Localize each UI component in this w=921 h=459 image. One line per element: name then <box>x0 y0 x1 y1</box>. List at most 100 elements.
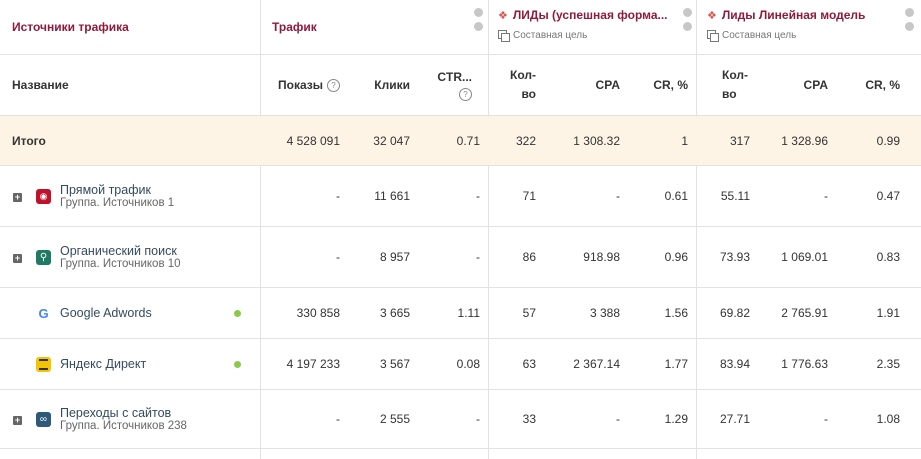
total-label: Итого <box>12 133 46 148</box>
table-row[interactable]: + ⚲ Органический поиск Группа. Источников 1… <box>0 227 921 288</box>
col-ctr[interactable]: CTR... ? <box>418 55 488 115</box>
cell-leads2-cr: 2.35 <box>876 357 900 371</box>
group-sources-title[interactable]: Источники трафика <box>12 20 129 34</box>
source-name[interactable]: Google Adwords <box>60 288 152 338</box>
cell-leads2-cpa: 2 765.91 <box>781 306 828 320</box>
cell-leads2-cpa: 1 776.63 <box>781 357 828 371</box>
col-ctr-label: CTR... <box>437 69 472 84</box>
source-subtitle: Группа. Источников 10 <box>60 258 181 270</box>
cell-leads1-cpa: 2 367.14 <box>573 357 620 371</box>
composite-goal-text: Составная цель <box>722 30 797 41</box>
source-name[interactable]: Переходы с сайтов Группа. Источников 238 <box>60 390 187 448</box>
expand-icon[interactable]: + <box>13 252 22 263</box>
group-leads2: ❖ Лиды Линейная модель Составная цель <box>707 8 907 42</box>
cell-clicks: 11 661 <box>374 189 410 203</box>
status-dot-icon <box>234 309 241 317</box>
cell-leads1-count: 86 <box>522 250 536 264</box>
table-row[interactable]: + ◉ Прямой трафик Группа. Источников 1 - 11 6… <box>0 166 921 227</box>
col-leads1-count[interactable]: Кол-во <box>488 55 544 115</box>
cell-ctr: 0.08 <box>456 357 480 371</box>
col-leads2-count[interactable]: Кол-во <box>696 55 758 115</box>
source-title[interactable]: Переходы с сайтов <box>60 406 172 420</box>
divider <box>260 0 261 459</box>
col-clicks[interactable]: Клики <box>374 78 410 92</box>
search-icon: ⚲ <box>36 249 51 265</box>
cell-leads1-count: 57 <box>522 306 536 320</box>
expand-icon[interactable]: + <box>13 414 22 425</box>
group-leads1: ❖ ЛИДы (успешная форма... Составная цель <box>498 8 688 42</box>
cell-leads2-cr: 1.08 <box>876 412 900 426</box>
cell-leads2-count: 69.82 <box>719 306 750 320</box>
source-name[interactable]: Прямой трафик Группа. Источников 1 <box>60 166 174 226</box>
table-row[interactable]: Яндекс Директ 4 197 233 3 567 0.08 63 2 367.1… <box>0 339 921 390</box>
cell-leads2-cr: 0.99 <box>876 133 900 148</box>
cell-leads2-count: 317 <box>729 133 750 148</box>
help-icon[interactable]: ? <box>327 78 340 92</box>
composite-goal-text: Составная цель <box>513 30 588 41</box>
source-name[interactable]: Органический поиск Группа. Источников 10 <box>60 227 181 287</box>
source-title[interactable]: Яндекс Директ <box>60 357 147 371</box>
cell-leads1-cpa: - <box>616 412 620 426</box>
close-icon[interactable] <box>683 22 692 31</box>
google-icon: G <box>36 305 51 321</box>
cell-leads1-count: 322 <box>515 133 536 148</box>
column-header-row: Название Показы ? Клики CTR... ? Кол-во … <box>0 55 921 116</box>
col-shows[interactable]: Показы ? <box>260 55 348 115</box>
col-name[interactable]: Название <box>12 78 69 92</box>
col-leads2-cr[interactable]: CR, % <box>865 78 900 92</box>
cell-clicks: 2 555 <box>379 412 410 426</box>
cell-leads2-cpa: 1 328.96 <box>781 133 828 148</box>
group-leads2-title[interactable]: Лиды Линейная модель <box>721 8 866 22</box>
settings-icon[interactable] <box>474 8 483 17</box>
table-row[interactable]: G Google Adwords 330 858 3 665 1.11 57 3 388 1.… <box>0 288 921 339</box>
cell-ctr: - <box>476 189 480 203</box>
direct-traffic-icon: ◉ <box>36 188 51 204</box>
cell-leads2-cpa: - <box>824 412 828 426</box>
cell-leads2-cr: 0.83 <box>876 250 900 264</box>
cell-ctr: 0.71 <box>456 133 480 148</box>
total-row: Итого 4 528 091 32 047 0.71 322 1 308.32 1 317… <box>0 116 921 166</box>
cell-clicks: 3 567 <box>379 357 410 371</box>
close-icon[interactable] <box>474 22 483 31</box>
cell-leads2-count: 27.71 <box>719 412 750 426</box>
col-leads2-cpa[interactable]: CPA <box>803 78 828 92</box>
col-leads1-cr[interactable]: CR, % <box>653 78 688 92</box>
goal-icon: ❖ <box>707 9 717 22</box>
cell-leads1-cr: 0.61 <box>664 189 688 203</box>
group-traffic-title[interactable]: Трафик <box>272 20 317 34</box>
cell-shows: - <box>336 189 340 203</box>
settings-icon[interactable] <box>683 8 692 17</box>
help-icon[interactable]: ? <box>459 87 472 101</box>
source-name[interactable]: Яндекс Директ <box>60 339 146 389</box>
group-leads1-title[interactable]: ЛИДы (успешная форма... <box>512 8 668 22</box>
cell-leads2-count: 83.94 <box>719 357 750 371</box>
cell-clicks: 32 047 <box>373 133 410 148</box>
settings-icon[interactable] <box>905 8 914 17</box>
cell-leads2-count: 73.93 <box>719 250 750 264</box>
status-dot-icon <box>234 360 241 368</box>
cell-leads1-cr: 0.96 <box>664 250 688 264</box>
close-icon[interactable] <box>905 22 914 31</box>
source-title[interactable]: Google Adwords <box>60 306 152 320</box>
table-row[interactable]: + ∞ Переходы с сайтов Группа. Источников 23… <box>0 390 921 449</box>
cell-leads1-cr: 1.56 <box>664 306 688 320</box>
col-leads1-cpa[interactable]: CPA <box>595 78 620 92</box>
cell-shows: - <box>336 250 340 264</box>
cell-leads1-count: 71 <box>522 189 536 203</box>
source-title[interactable]: Прямой трафик <box>60 183 151 197</box>
col-count-label: Кол-во <box>510 68 536 101</box>
link-icon: ∞ <box>36 411 51 427</box>
goal-icon: ❖ <box>498 9 508 22</box>
divider <box>488 0 489 459</box>
source-subtitle: Группа. Источников 238 <box>60 420 187 432</box>
source-subtitle: Группа. Источников 1 <box>60 197 175 209</box>
expand-icon[interactable]: + <box>13 191 22 202</box>
cell-clicks: 3 665 <box>379 306 410 320</box>
composite-goal-label: Составная цель <box>707 30 907 42</box>
cell-leads1-cr: 1.77 <box>664 357 688 371</box>
divider <box>696 0 697 459</box>
group-header-row: Источники трафика Трафик ❖ ЛИДы (успешна… <box>0 0 921 55</box>
source-title[interactable]: Органический поиск <box>60 244 177 258</box>
col-shows-label: Показы <box>278 78 323 92</box>
